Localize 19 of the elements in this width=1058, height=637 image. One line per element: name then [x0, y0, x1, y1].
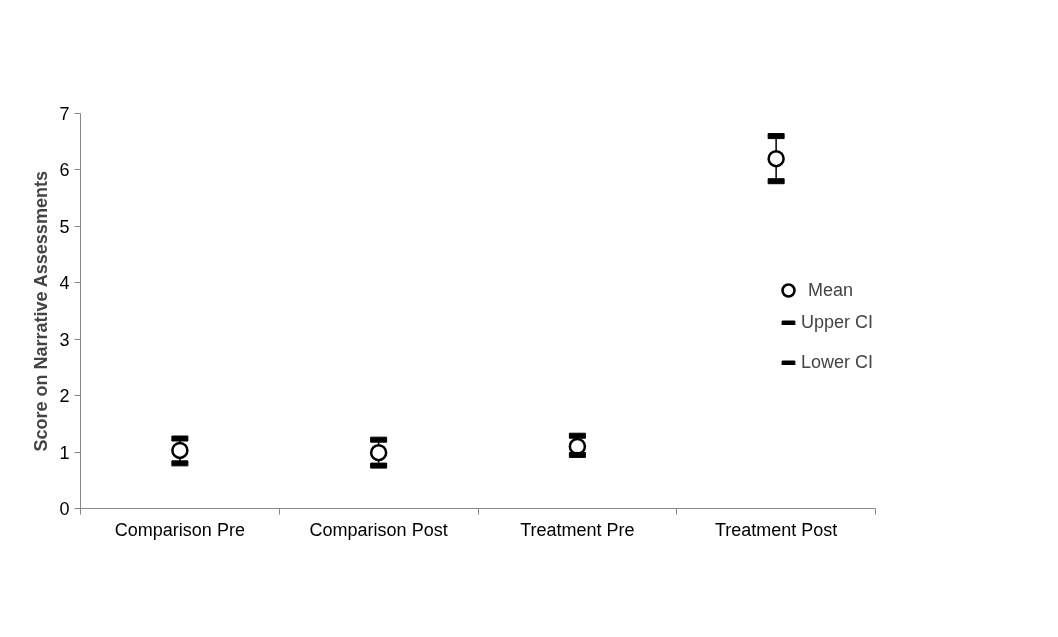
- x-tick-label: Comparison Post: [309, 519, 448, 540]
- y-tick-label: 4: [59, 273, 70, 294]
- point: [369, 443, 388, 462]
- y-tick-label: 6: [59, 160, 70, 181]
- legend-label: Mean: [808, 279, 854, 301]
- x-tick-label: Comparison Pre: [114, 519, 245, 540]
- y-axis-title: Score on Narrative Assessments: [31, 171, 52, 452]
- y-tick-label: 0: [59, 499, 70, 519]
- y-tick-label: 7: [59, 104, 70, 124]
- y-tick-label: 1: [59, 442, 70, 463]
- point: [171, 441, 189, 460]
- x-tick-label: Treatment Post: [714, 519, 838, 540]
- y-tick-label: 2: [59, 386, 70, 407]
- point: [767, 149, 785, 168]
- legend-label: Upper CI: [801, 312, 874, 333]
- y-tick-label: 5: [59, 216, 70, 237]
- y-tick-label: 3: [59, 329, 70, 350]
- legend-label: Lower CI: [801, 352, 874, 373]
- x-tick-label: Treatment Pre: [520, 519, 635, 540]
